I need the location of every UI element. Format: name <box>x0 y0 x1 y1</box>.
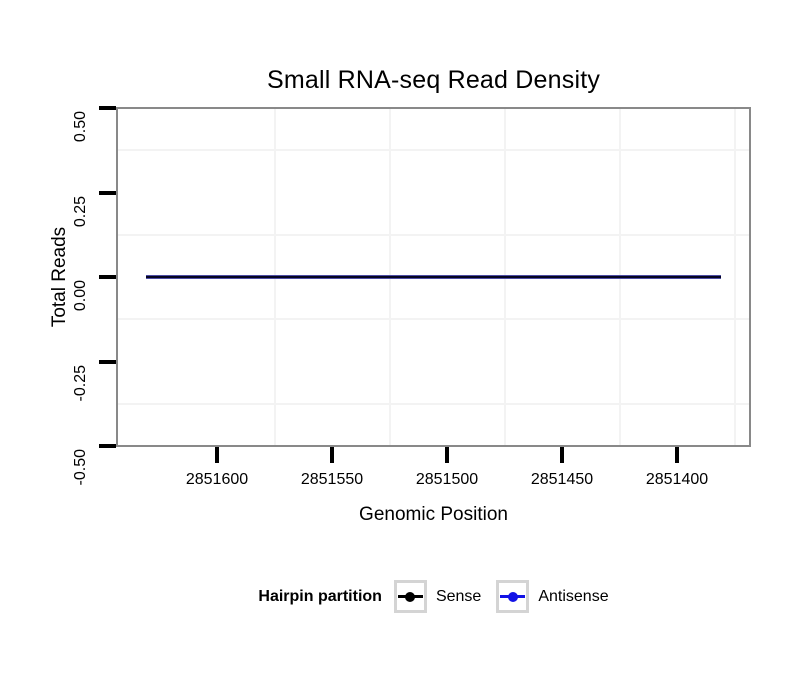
minor-gridline-horizontal <box>118 149 749 152</box>
y-tick-mark <box>99 359 116 364</box>
plot-panel <box>116 107 751 447</box>
legend-key-antisense <box>496 580 530 613</box>
y-tick-mark <box>99 106 116 110</box>
y-tick-label: -0.50 <box>72 449 89 486</box>
legend-label-antisense: Antisense <box>538 587 609 605</box>
x-tick-label: 2851600 <box>185 471 249 488</box>
x-tick-mark <box>330 447 334 463</box>
y-tick-label: 0.25 <box>72 195 89 227</box>
y-tick-label: 0.00 <box>72 280 89 312</box>
minor-gridline-vertical <box>733 109 736 445</box>
sense-point-icon <box>405 591 416 602</box>
x-tick-mark <box>675 447 679 463</box>
x-tick-mark <box>215 447 219 463</box>
read-density-line <box>145 275 721 279</box>
legend: Hairpin partition Sense Antisense <box>117 579 750 614</box>
x-tick-label: 2851400 <box>645 471 709 488</box>
x-tick-mark <box>560 447 564 463</box>
x-tick-label: 2851500 <box>415 471 479 488</box>
x-tick-mark <box>445 447 449 463</box>
antisense-point-icon <box>507 591 518 602</box>
legend-title: Hairpin partition <box>258 587 382 605</box>
y-tick-mark <box>99 190 116 195</box>
y-tick-mark <box>99 275 116 279</box>
plot-title: Small RNA-seq Read Density <box>266 66 601 94</box>
y-tick-label: 0.50 <box>72 111 89 143</box>
minor-gridline-horizontal <box>118 402 749 405</box>
y-axis-title: Total Reads <box>49 226 70 328</box>
y-tick-label: -0.25 <box>72 364 89 401</box>
x-tick-label: 2851450 <box>530 471 594 488</box>
x-tick-label: 2851550 <box>300 471 364 488</box>
minor-gridline-horizontal <box>118 233 749 236</box>
y-tick-mark <box>99 444 116 448</box>
minor-gridline-horizontal <box>118 318 749 321</box>
legend-key-sense <box>393 580 427 613</box>
x-axis-title: Genomic Position <box>359 504 508 525</box>
legend-label-sense: Sense <box>435 587 482 605</box>
